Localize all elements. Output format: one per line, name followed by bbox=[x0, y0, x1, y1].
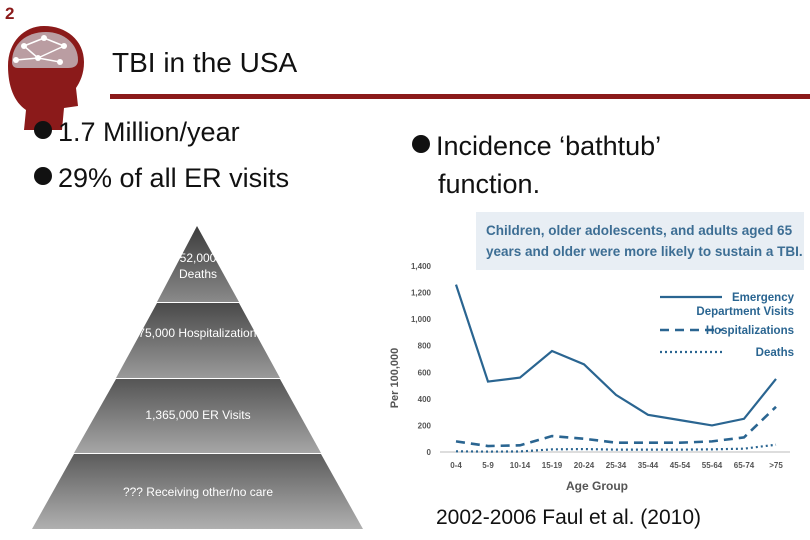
x-tick-label: 0-4 bbox=[450, 461, 462, 470]
slide-number: 2 bbox=[5, 4, 15, 23]
legend-label: Deaths bbox=[756, 347, 794, 359]
y-tick-label: 800 bbox=[418, 342, 432, 351]
bullet-dot-icon bbox=[34, 121, 52, 139]
x-tick-label: 5-9 bbox=[482, 461, 494, 470]
pyramid-label-deaths: 52,000 Deaths bbox=[178, 251, 218, 281]
series-line-dotted bbox=[455, 443, 777, 453]
callout-line: Children, older adolescents, and adults … bbox=[486, 223, 793, 238]
citation: 2002-2006 Faul et al. (2010) bbox=[436, 506, 702, 529]
bathtub-bullet: Incidence ‘bathtub’ function. bbox=[412, 127, 661, 203]
bullet-text: 29% of all ER visits bbox=[58, 163, 290, 193]
x-tick-label: 15-19 bbox=[542, 461, 563, 470]
x-tick-label: >75 bbox=[769, 461, 783, 470]
legend-label: Department Visits bbox=[696, 306, 794, 318]
pyramid-level-deaths bbox=[157, 226, 239, 302]
bullet-item: 1.7 Million/year bbox=[34, 117, 240, 148]
callout-line: years and older were more likely to sust… bbox=[486, 244, 803, 259]
pyramid-label-other-care: ??? Receiving other/no care bbox=[122, 485, 274, 499]
y-tick-label: 1,400 bbox=[411, 262, 432, 271]
legend-label: Emergency bbox=[732, 292, 795, 304]
x-tick-label: 35-44 bbox=[638, 461, 659, 470]
x-tick-label: 45-54 bbox=[670, 461, 691, 470]
y-tick-label: 400 bbox=[418, 395, 432, 404]
y-tick-label: 0 bbox=[427, 448, 432, 457]
bullet-text: Incidence ‘bathtub’ bbox=[436, 131, 662, 161]
x-tick-label: 20-24 bbox=[574, 461, 595, 470]
pyramid-level-hospitalizations bbox=[116, 303, 280, 378]
x-axis-label: Age Group bbox=[566, 479, 628, 493]
x-tick-label: 65-74 bbox=[734, 461, 755, 470]
series-line-solid bbox=[454, 284, 777, 427]
brain-head-logo-icon bbox=[8, 26, 84, 130]
legend-label: Hospitalizations bbox=[706, 325, 794, 337]
pyramid-level-other-care bbox=[32, 454, 363, 529]
bullet-text-continued: function. bbox=[438, 169, 541, 199]
x-tick-label: 55-64 bbox=[702, 461, 723, 470]
series-line-dashed bbox=[455, 405, 777, 448]
x-tick-label: 25-34 bbox=[606, 461, 627, 470]
bullet-text: 1.7 Million/year bbox=[58, 117, 240, 147]
chart-callout: Children, older adolescents, and adults … bbox=[476, 212, 804, 270]
y-tick-label: 200 bbox=[418, 421, 432, 430]
bullet-dot-icon bbox=[412, 135, 430, 153]
title-underline bbox=[110, 94, 810, 99]
y-tick-label: 600 bbox=[418, 368, 432, 377]
pyramid-label-hospitalizations: 275,000 Hospitalizations bbox=[131, 326, 263, 340]
pyramid-label-er-visits: 1,365,000 ER Visits bbox=[145, 408, 251, 422]
x-tick-label: 10-14 bbox=[510, 461, 531, 470]
y-tick-label: 1,200 bbox=[411, 289, 432, 298]
slide-title: TBI in the USA bbox=[112, 47, 298, 78]
bullet-item: 29% of all ER visits bbox=[34, 163, 289, 194]
bullet-dot-icon bbox=[34, 167, 52, 185]
y-tick-label: 1,000 bbox=[411, 315, 432, 324]
y-axis-label: Per 100,000 bbox=[389, 348, 401, 409]
pyramid-level-er-visits bbox=[74, 379, 321, 453]
